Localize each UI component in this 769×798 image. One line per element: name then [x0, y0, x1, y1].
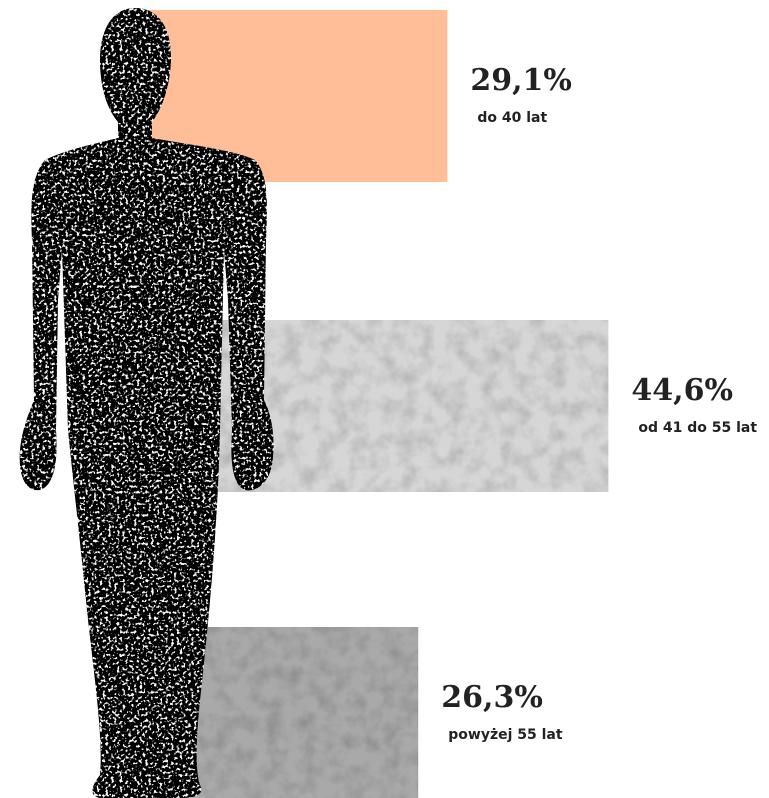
category-label: powyżej 55 lat [448, 727, 563, 743]
value-label: 29,1% [470, 63, 572, 98]
human-silhouette [19, 8, 274, 798]
value-label: 26,3% [441, 680, 543, 715]
category-label: do 40 lat [477, 110, 547, 126]
bar [145, 320, 609, 492]
category-label: od 41 do 55 lat [638, 420, 757, 436]
value-label: 44,6% [631, 373, 733, 408]
